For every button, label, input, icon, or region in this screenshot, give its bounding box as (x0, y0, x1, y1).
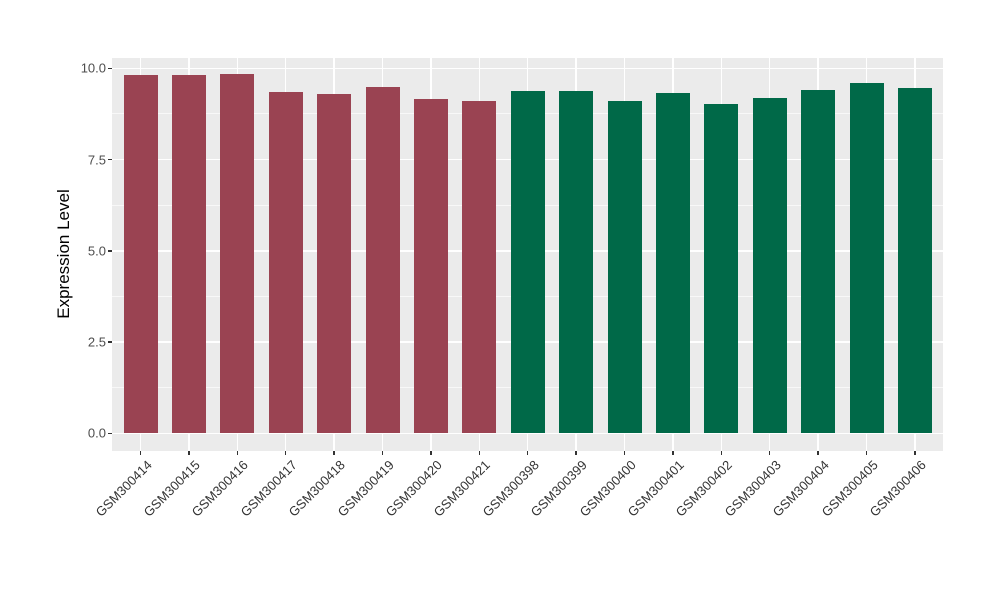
x-axis-tick (914, 451, 916, 455)
x-axis-tick (333, 451, 335, 455)
bar (704, 104, 739, 434)
x-axis-tick (284, 451, 287, 455)
bar (607, 100, 642, 434)
y-axis-tick (108, 158, 112, 161)
bar (413, 99, 448, 434)
expression-bar-chart: Expression Level 0.0 2.5 5.0 7.5 10.0 GSM300… (54, 58, 943, 520)
bar (559, 90, 594, 434)
x-axis-tick (720, 451, 723, 455)
x-axis-tick (672, 451, 674, 455)
bar (317, 94, 352, 434)
y-axis-tick (108, 432, 112, 435)
bar (268, 92, 303, 434)
bar (510, 90, 545, 434)
x-axis-tick (478, 451, 481, 455)
x-axis-tick (768, 451, 771, 455)
bar (655, 93, 690, 434)
y-axis-tick-label: 2.5 (87, 334, 106, 350)
bar (752, 98, 787, 434)
y-axis-tick (108, 250, 112, 252)
x-axis-tick (817, 451, 819, 455)
x-axis-tick (139, 451, 142, 455)
x-axis-tick (381, 451, 384, 455)
bar (220, 73, 255, 434)
y-axis-tick-label: 0.0 (87, 425, 106, 441)
x-axis-tick (526, 451, 529, 455)
bar (171, 74, 206, 434)
y-axis-tick-label: 10.0 (80, 60, 106, 76)
bar (849, 82, 884, 434)
x-axis-tick (575, 451, 577, 455)
x-axis-tick (865, 451, 868, 455)
bar (897, 88, 932, 434)
y-axis-tick (108, 341, 112, 343)
bar (123, 75, 158, 434)
bar (801, 89, 836, 434)
x-axis-tick (236, 451, 239, 455)
bar (462, 100, 497, 434)
y-axis-tick-label: 5.0 (87, 243, 106, 259)
chart-panel (112, 58, 943, 451)
y-axis-tick-label: 7.5 (87, 152, 106, 168)
x-axis-tick (430, 451, 432, 455)
x-axis-tick (188, 451, 190, 455)
y-axis-tick (108, 67, 112, 70)
bar (365, 86, 400, 434)
x-axis-tick (623, 451, 626, 455)
